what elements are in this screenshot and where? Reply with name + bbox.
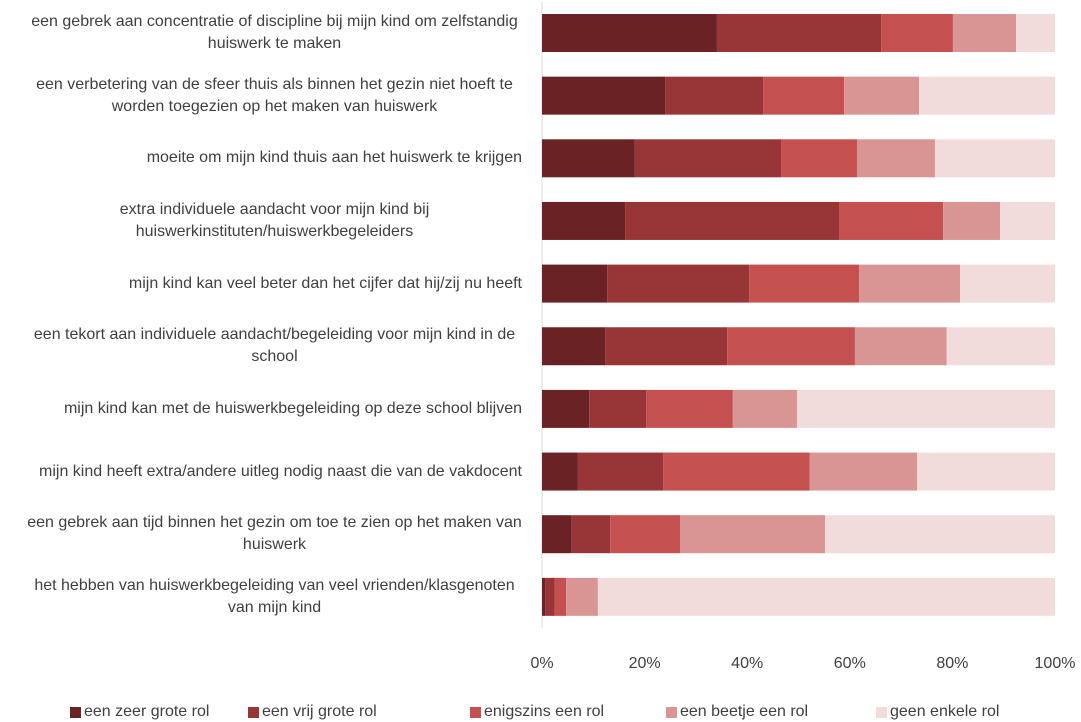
bar-segment [542,327,606,366]
legend-swatch [470,706,481,718]
category-label: moeite om mijn kind thuis aan het huiswe… [0,130,522,186]
legend-swatch [248,706,259,718]
bar-segment [542,264,608,303]
legend-swatch [666,706,677,718]
bar-segment [839,201,944,240]
bar-segment [952,14,1017,52]
bar-segment [960,264,1055,303]
category-text: moeite om mijn kind thuis aan het huiswe… [146,149,522,167]
bar-segment [663,452,810,491]
bar-segment [763,76,845,115]
category-label: mijn kind kan met de huiswerkbegeleiding… [0,381,522,437]
bar-segment [716,14,882,52]
bar-segment [727,327,855,366]
bar-segment [634,139,782,178]
bar-segment [646,389,733,428]
bar-segment [943,201,1001,240]
category-label: mijn kind heeft extra/andere uitleg nodi… [0,444,522,500]
x-tick-label: 20% [629,655,661,672]
bar-segment [946,327,1055,366]
bar-segment [919,76,1055,115]
category-text: extra individuele aandacht voor mijn kin… [119,200,430,240]
legend-label: een vrij grote rol [262,703,377,720]
legend-item: een vrij grote rol [248,703,377,721]
category-text: mijn kind kan met de huiswerkbegeleiding… [63,399,522,417]
bar-segment [589,389,647,428]
category-text: een tekort aan individuele aandacht/bege… [33,326,516,366]
legend-item: een beetje een rol [666,703,808,721]
legend-item: geen enkele rol [876,703,999,721]
bar-segment [542,452,578,491]
category-label: extra individuele aandacht voor mijn kin… [0,193,522,249]
bar-segment [825,515,1055,554]
bar-segment [749,264,860,303]
bar-segment [554,577,567,616]
bar-segment [571,515,611,554]
bar-segment [917,452,1055,491]
bar-segment [597,577,1055,616]
bar-segment [607,264,750,303]
category-label: een verbetering van de sfeer thuis als b… [0,68,522,124]
x-tick-label: 100% [1035,655,1076,672]
bar-segment [881,14,953,52]
bar-segment [542,14,717,52]
bar-segment [732,389,797,428]
legend-label: enigszins een rol [484,703,605,720]
bar-segment [934,139,1055,178]
legend-item: enigszins een rol [470,703,604,721]
bar-segment [665,76,764,115]
category-text: mijn kind kan veel beter dan het cijfer … [128,274,522,292]
bar-segment [605,327,728,366]
category-text: een verbetering van de sfeer thuis als b… [36,75,513,115]
bar-segment [545,577,555,616]
bar-segment [542,139,635,178]
bar-segment [542,201,626,240]
bar-segment [781,139,857,178]
bar-segment [577,452,664,491]
legend-label: een beetje een rol [680,703,809,720]
category-label: een tekort aan individuele aandacht/bege… [0,318,522,374]
category-text: mijn kind heeft extra/andere uitleg nodi… [39,462,522,480]
legend-swatch [70,706,81,718]
bar-segment [1016,14,1055,52]
bar-segment [856,139,935,178]
bar-segment [859,264,961,303]
bar-segment [566,577,598,616]
legend-label: een zeer grote rol [84,703,210,720]
category-label: het hebben van huiswerkbegeleiding van v… [0,569,522,625]
bar-segment [679,515,826,554]
bar-segment [844,76,920,115]
bar-segment [610,515,680,554]
x-tick-label: 0% [530,655,553,672]
category-text: een gebrek aan concentratie of disciplin… [31,13,518,52]
legend-label: geen enkele rol [890,703,1000,720]
bar-segment [542,515,572,554]
bar-segment [1000,201,1055,240]
x-tick-label: 60% [834,655,866,672]
bar-segment [809,452,918,491]
category-text: een gebrek aan tijd binnen het gezin om … [27,514,522,554]
bar-segment [542,577,546,616]
category-text: het hebben van huiswerkbegeleiding van v… [34,576,515,616]
bar-segment [542,76,666,115]
bar-segment [625,201,840,240]
legend-swatch [876,706,887,718]
x-tick-label: 40% [731,655,763,672]
category-label: mijn kind kan veel beter dan het cijfer … [0,256,522,312]
category-label: een gebrek aan tijd binnen het gezin om … [0,506,522,562]
x-tick-label: 80% [936,655,968,672]
bar-segment [796,389,1055,428]
bar-segment [854,327,947,366]
legend-item: een zeer grote rol [70,703,209,721]
category-label: een gebrek aan concentratie of disciplin… [0,5,522,61]
bar-segment [542,389,590,428]
